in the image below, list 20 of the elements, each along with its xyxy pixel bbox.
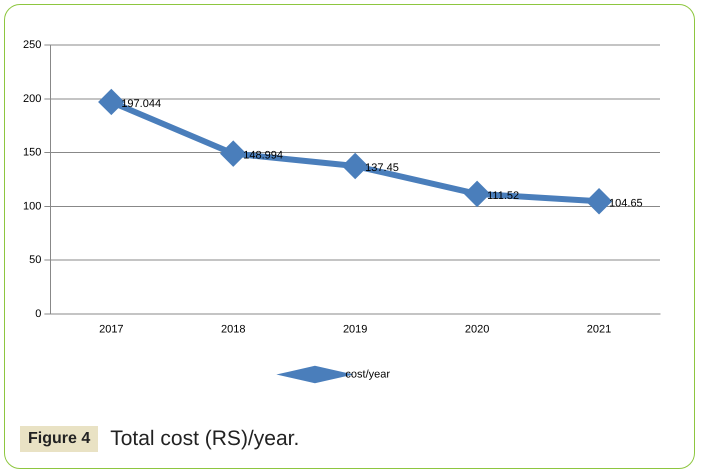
y-tick-label: 0	[35, 308, 42, 320]
y-tick-label: 250	[22, 39, 42, 52]
x-tick-label: 2021	[586, 323, 612, 336]
point	[99, 90, 124, 114]
x-tick-label: 2020	[464, 323, 490, 336]
point	[465, 182, 490, 206]
data-label: 104.65	[609, 197, 643, 210]
y-tick-label: 50	[29, 254, 42, 266]
x-tick-label: 2018	[221, 323, 246, 336]
point	[587, 189, 612, 214]
caption: Figure 4	[20, 426, 98, 452]
text: Total cost (RS)/year.	[110, 427, 300, 451]
y-tick-label: 200	[22, 92, 42, 105]
x-tick-label: 2019	[342, 323, 368, 336]
point	[343, 154, 368, 178]
x-tick-label: 2017	[99, 323, 124, 336]
point	[221, 142, 246, 166]
y-tick-label: 100	[22, 200, 42, 212]
y-tick-label: 150	[22, 146, 42, 159]
legend-label: cost/year	[345, 368, 390, 381]
